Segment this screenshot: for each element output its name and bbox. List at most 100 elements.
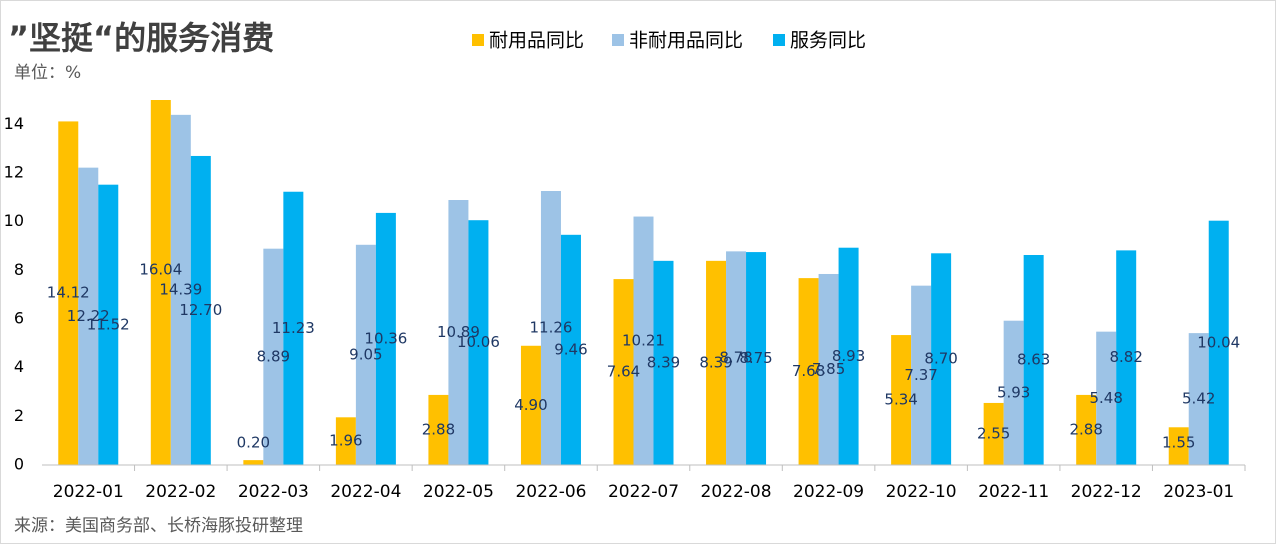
value-label: 2.88 xyxy=(1069,420,1102,438)
bar xyxy=(375,212,396,465)
x-tick-label: 2022-05 xyxy=(423,482,494,502)
y-tick-label: 2 xyxy=(14,406,24,425)
value-label: 7.37 xyxy=(904,366,937,384)
bar xyxy=(243,460,264,465)
bar xyxy=(468,220,489,465)
value-label: 12.70 xyxy=(179,301,222,319)
value-label: 8.63 xyxy=(1017,351,1050,369)
bar xyxy=(428,394,449,465)
value-label: 8.89 xyxy=(257,347,290,365)
x-tick-label: 2022-07 xyxy=(608,482,679,502)
value-label: 7.64 xyxy=(607,363,640,381)
value-label: 10.89 xyxy=(437,323,480,341)
legend-label: 服务同比 xyxy=(790,30,866,52)
value-label: 10.21 xyxy=(622,331,665,349)
x-tick-label: 2022-03 xyxy=(238,482,309,502)
bar xyxy=(1188,333,1209,465)
y-tick-label: 6 xyxy=(14,309,24,328)
value-label: 0.20 xyxy=(237,434,270,452)
value-label: 10.06 xyxy=(457,333,500,351)
bar xyxy=(818,273,839,465)
bar xyxy=(726,251,747,465)
x-tick-label: 2022-08 xyxy=(701,482,772,502)
x-tick-label: 2022-09 xyxy=(793,482,864,502)
value-label: 12.22 xyxy=(67,307,110,325)
bar xyxy=(263,248,284,465)
bar xyxy=(746,252,767,465)
bar xyxy=(58,121,79,465)
bar xyxy=(1003,320,1024,465)
x-tick-label: 2022-06 xyxy=(515,482,586,502)
value-label: 11.52 xyxy=(87,315,130,333)
bar xyxy=(798,278,819,465)
bar xyxy=(335,417,356,465)
legend-label: 非耐用品同比 xyxy=(629,30,743,52)
value-label: 8.93 xyxy=(832,347,865,365)
chart-title: ”坚挺“的服务消费 xyxy=(8,19,274,57)
bars xyxy=(58,100,1229,466)
unit-label: 单位：% xyxy=(14,63,81,83)
bar xyxy=(1023,255,1044,465)
bar xyxy=(1168,427,1189,465)
value-label: 11.23 xyxy=(272,319,315,337)
legend-swatch xyxy=(472,34,484,46)
value-label: 9.46 xyxy=(554,340,587,358)
bar xyxy=(911,285,932,465)
bar xyxy=(170,114,191,466)
bar xyxy=(633,216,654,465)
value-label: 5.34 xyxy=(884,391,917,409)
value-label: 8.70 xyxy=(924,350,957,368)
y-tick-label: 12 xyxy=(4,163,24,182)
value-label: 2.88 xyxy=(422,420,455,438)
x-tick-label: 2022-10 xyxy=(886,482,957,502)
bar xyxy=(1208,220,1229,465)
bar xyxy=(613,279,634,465)
bar xyxy=(190,155,211,465)
value-label: 8.39 xyxy=(699,353,732,371)
bar xyxy=(653,260,674,465)
bar xyxy=(540,191,561,466)
bar xyxy=(150,100,171,466)
source: 来源：美国商务部、长桥海豚投研整理 xyxy=(14,516,303,536)
value-label: 7.85 xyxy=(812,360,845,378)
value-label: 14.12 xyxy=(47,284,90,302)
bar xyxy=(560,234,581,465)
legend-label: 耐用品同比 xyxy=(489,30,584,52)
y-tick-label: 8 xyxy=(14,260,24,279)
value-label: 4.90 xyxy=(514,396,547,414)
value-label: 5.42 xyxy=(1182,390,1215,408)
value-label: 11.26 xyxy=(529,319,572,337)
value-label: 9.05 xyxy=(349,345,382,363)
legend-swatch xyxy=(612,34,624,46)
bar xyxy=(706,260,727,465)
value-label: 2.55 xyxy=(977,424,1010,442)
value-label: 8.39 xyxy=(647,353,680,371)
value-label: 1.55 xyxy=(1162,434,1195,452)
value-label: 5.48 xyxy=(1089,389,1122,407)
bar xyxy=(983,402,1004,465)
value-label: 8.75 xyxy=(739,349,772,367)
x-tick-label: 2022-04 xyxy=(330,482,401,502)
value-label: 1.96 xyxy=(329,432,362,450)
y-tick-label: 4 xyxy=(14,357,24,376)
bar xyxy=(98,184,119,465)
value-label: 5.93 xyxy=(997,383,1030,401)
value-label: 8.82 xyxy=(1109,348,1142,366)
x-tick-label: 2023-01 xyxy=(1163,482,1234,502)
bar xyxy=(78,167,99,465)
bar xyxy=(838,247,859,465)
bar xyxy=(283,191,304,465)
value-label: 10.04 xyxy=(1197,333,1240,351)
bar xyxy=(520,345,541,465)
value-label: 7.68 xyxy=(792,362,825,380)
bar xyxy=(1076,394,1097,465)
bar xyxy=(1096,331,1117,465)
x-tick-label: 2022-12 xyxy=(1071,482,1142,502)
bar xyxy=(355,244,376,465)
y-tick-label: 0 xyxy=(14,455,24,474)
x-tick-label: 2022-11 xyxy=(978,482,1049,502)
bar xyxy=(448,200,469,465)
x-tick-label: 2022-01 xyxy=(53,482,124,502)
x-tick-label: 2022-02 xyxy=(145,482,216,502)
